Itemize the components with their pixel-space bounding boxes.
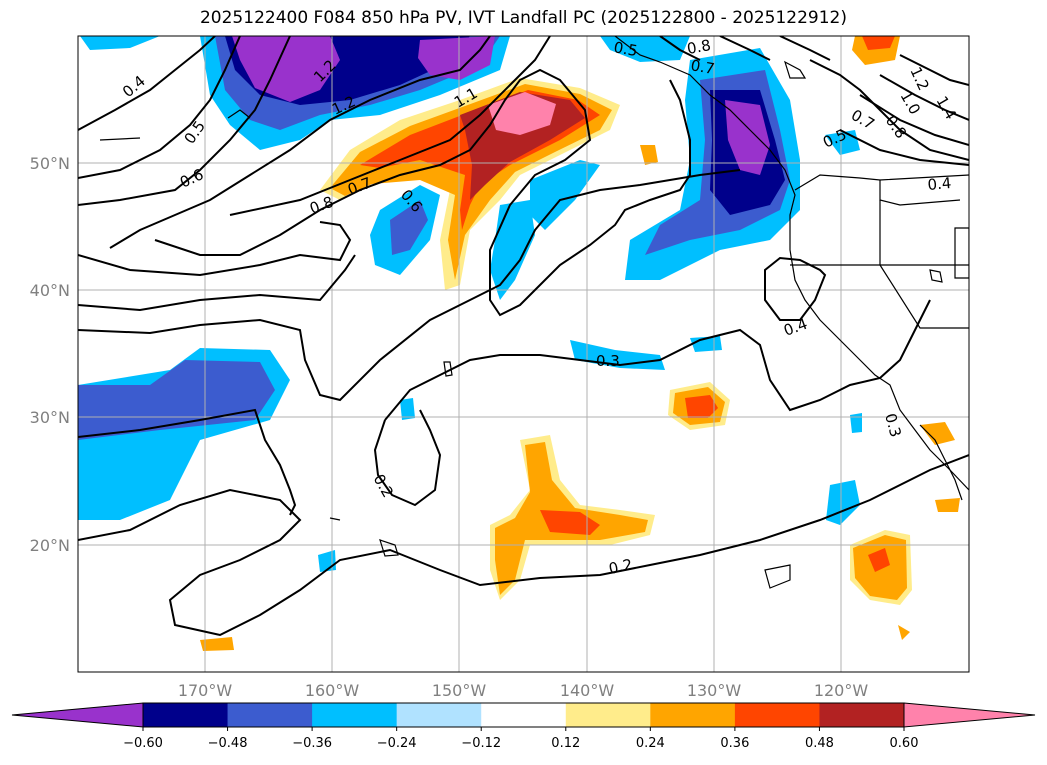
pv-negative-region: [80, 36, 160, 50]
colorbar-tick-label: −0.36: [292, 736, 332, 751]
map-frame: [77, 35, 970, 673]
ivt-contours: [78, 36, 969, 637]
map-title: 2025122400 F084 850 hPa PV, IVT Landfall…: [199, 8, 847, 28]
colorbar-tick-label: 0.60: [890, 736, 919, 751]
colorbar-segment: [396, 703, 482, 727]
pv-negative-region: [418, 36, 495, 80]
pv-negative-region: [78, 360, 275, 440]
lon-label: 130°W: [687, 681, 742, 700]
colorbar-segment: [227, 703, 313, 727]
contour-label: 0.8: [686, 36, 713, 58]
pv-negative-region: [400, 398, 415, 420]
contour-label: 0.5: [612, 38, 639, 60]
colorbar-tick-label: 0.24: [636, 736, 665, 751]
pv-positive-region: [460, 92, 585, 200]
colorbar-tick-label: 0.48: [805, 736, 834, 751]
graticule: [78, 36, 969, 672]
pv-positive-region: [868, 548, 890, 572]
pv-positive-region: [200, 637, 234, 651]
colorbar-extend-right: [903, 702, 1036, 728]
colorbar-segment: [819, 703, 905, 727]
colorbar-tick-label: 0.36: [720, 736, 749, 751]
contour-label: 0.2: [607, 555, 634, 578]
contour-label: 0.3: [881, 411, 905, 439]
pv-positive-region: [540, 510, 600, 535]
pv-positive-region: [935, 498, 960, 512]
pv-positive-region: [862, 36, 895, 50]
colorbar-tick-label: 0.12: [551, 736, 580, 751]
colorbar-tick-label: −0.24: [377, 736, 417, 751]
map-area: 0.4 0.5 0.6 0.8 0.7 0.6 1.2 1.2 1.1 0.8 …: [78, 36, 969, 672]
contour-label: 0.4: [927, 174, 952, 194]
lon-label: 170°W: [178, 681, 233, 700]
lat-label: 40°N: [30, 281, 70, 300]
colorbar: −0.60 −0.48 −0.36 −0.24 −0.12 0.12 0.24 0.36 0.4…: [11, 702, 1036, 751]
colorbar-tick-label: −0.60: [123, 736, 163, 751]
contour-label: 0.7: [689, 56, 716, 78]
colorbar-segment: [312, 703, 398, 727]
pv-negative-region: [640, 145, 658, 165]
pv-negative-region: [390, 200, 428, 255]
colorbar-extend-left: [11, 702, 144, 728]
pv-negative-region: [530, 160, 600, 230]
longitude-labels: 170°W 160°W 150°W 140°W 130°W 120°W: [178, 681, 869, 700]
lon-label: 150°W: [432, 681, 487, 700]
pv-positive-region: [685, 395, 718, 418]
colorbar-tick-label: −0.12: [461, 736, 501, 751]
colorbar-outline: [142, 702, 905, 728]
pv-positive-region: [488, 92, 556, 135]
colorbar-tick-label: −0.48: [208, 736, 248, 751]
pv-negative-region: [725, 100, 770, 175]
lat-label: 30°N: [30, 408, 70, 427]
coastlines: [99, 36, 969, 589]
lon-label: 140°W: [560, 681, 615, 700]
colorbar-segment: [734, 703, 820, 727]
contour-label: 0.3: [596, 352, 620, 370]
pv-negative-region: [232, 36, 340, 102]
colorbar-segment: [481, 703, 567, 727]
colorbar-segment: [565, 703, 651, 727]
lat-label: 20°N: [30, 536, 70, 555]
colorbar-segment: [143, 703, 229, 727]
lon-label: 160°W: [305, 681, 360, 700]
pv-positive-region: [898, 625, 910, 640]
pv-positive-region: [920, 422, 955, 445]
colorbar-segment: [650, 703, 736, 727]
latitude-labels: 50°N 40°N 30°N 20°N: [30, 154, 70, 555]
pv-negative-region: [600, 36, 690, 62]
lon-label: 120°W: [814, 681, 869, 700]
pv-negative-region: [850, 413, 862, 433]
lat-label: 50°N: [30, 154, 70, 173]
